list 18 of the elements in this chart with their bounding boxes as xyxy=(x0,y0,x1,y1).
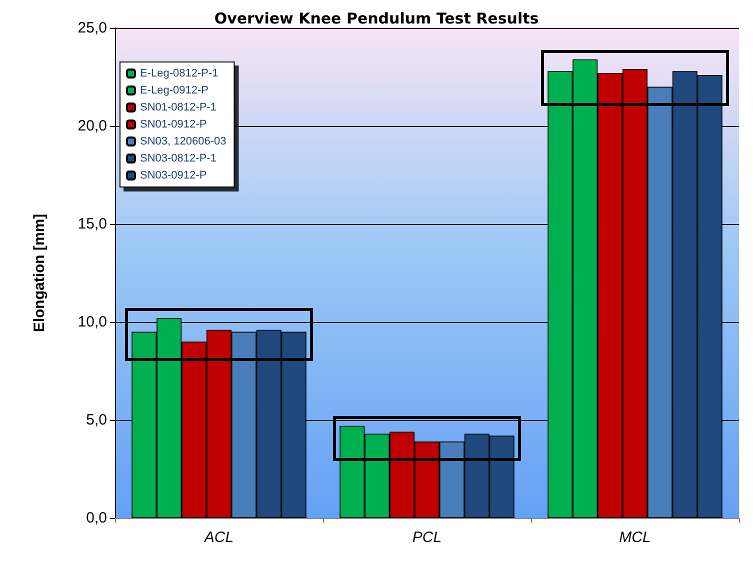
y-tick-label: 5,0 xyxy=(86,412,107,428)
legend-label: SN01-0812-P-1 xyxy=(140,102,216,114)
legend-label: E-Leg-0812-P-1 xyxy=(140,68,218,80)
x-tick-label: PCL xyxy=(412,529,442,546)
y-tick-label: 25,0 xyxy=(78,20,107,36)
y-tick-label: 0,0 xyxy=(86,510,107,526)
y-tick-label: 15,0 xyxy=(78,216,107,232)
legend-label: E-Leg-0912-P xyxy=(140,84,208,96)
chart-title: Overview Knee Pendulum Test Results xyxy=(214,10,539,28)
legend-label: SN03-0912-P xyxy=(140,170,207,182)
x-tick-label: ACL xyxy=(203,529,234,546)
legend-label: SN03-0812-P-1 xyxy=(140,152,216,164)
y-tick-label: 10,0 xyxy=(78,314,107,330)
x-tick-label: MCL xyxy=(619,529,651,546)
legend-label: SN01-0912-P xyxy=(140,118,207,130)
y-tick-label: 20,0 xyxy=(78,118,107,134)
legend-label: SN03, 120606-03 xyxy=(140,136,226,148)
y-axis-title: Elongation [mm] xyxy=(31,214,48,332)
